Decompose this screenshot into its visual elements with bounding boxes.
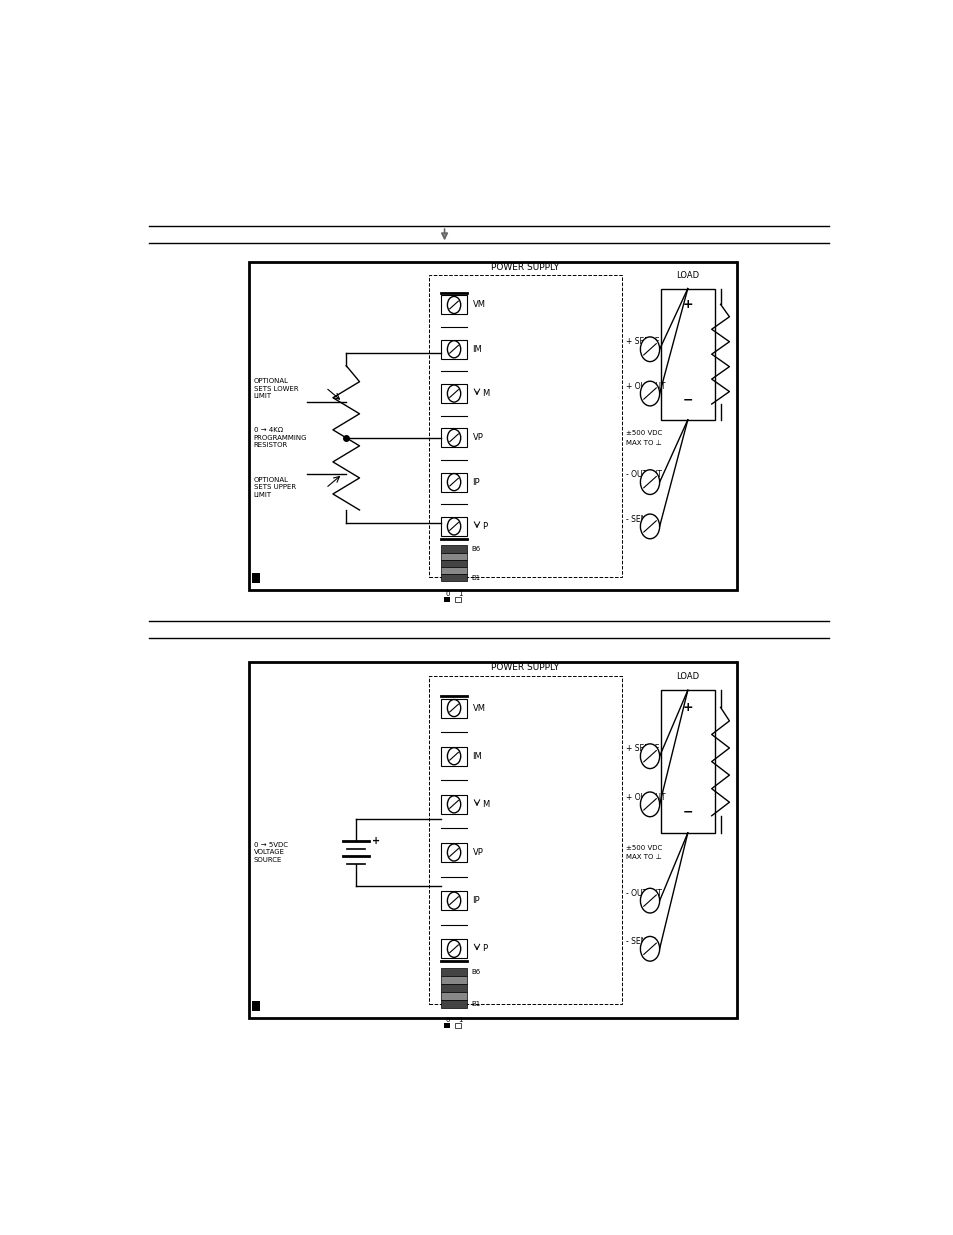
Bar (440, 384, 467, 403)
Circle shape (639, 888, 659, 913)
Circle shape (447, 747, 460, 764)
Text: - SENSE: - SENSE (625, 515, 655, 524)
Circle shape (639, 743, 659, 768)
Text: 1: 1 (458, 1016, 462, 1023)
Bar (440, 567, 467, 574)
Text: + SENSE: + SENSE (625, 745, 659, 753)
Circle shape (447, 517, 460, 535)
Bar (429, 676, 621, 1004)
Bar (440, 844, 467, 862)
Text: MAX TO ⊥: MAX TO ⊥ (625, 440, 660, 446)
Text: +: + (372, 836, 380, 846)
Text: 1: 1 (458, 590, 462, 597)
Text: −: − (681, 805, 692, 819)
Bar (252, 1002, 259, 1010)
Bar (440, 968, 467, 976)
Bar (249, 662, 736, 1019)
Text: M: M (481, 389, 489, 398)
Text: POWER SUPPLY: POWER SUPPLY (491, 263, 559, 272)
Text: P: P (481, 945, 487, 953)
Text: 0: 0 (445, 590, 449, 597)
Bar (429, 275, 621, 577)
Text: +: + (681, 701, 693, 714)
Text: - OUTPUT: - OUTPUT (625, 889, 660, 898)
Bar (455, 597, 461, 603)
Text: VP: VP (472, 848, 483, 857)
Bar (440, 559, 467, 567)
Circle shape (447, 699, 460, 716)
Circle shape (447, 892, 460, 909)
Bar (440, 999, 467, 1008)
Bar (443, 597, 450, 603)
Text: - SENSE: - SENSE (625, 937, 655, 946)
Text: LOAD: LOAD (676, 272, 699, 280)
Circle shape (447, 341, 460, 358)
Bar (440, 552, 467, 559)
Bar (455, 1023, 461, 1029)
Text: VP: VP (472, 433, 483, 442)
Text: ±500 VDC: ±500 VDC (625, 845, 661, 851)
Text: + OUTPUT: + OUTPUT (625, 382, 664, 390)
Text: B6: B6 (471, 546, 479, 552)
Text: 0 → 4KΩ
PROGRAMMING
RESISTOR: 0 → 4KΩ PROGRAMMING RESISTOR (253, 427, 307, 448)
Text: + OUTPUT: + OUTPUT (625, 793, 664, 802)
Bar (440, 976, 467, 984)
Circle shape (639, 792, 659, 816)
Bar (440, 574, 467, 582)
Bar (249, 262, 736, 590)
Circle shape (447, 940, 460, 957)
Bar (660, 690, 714, 832)
Text: B1: B1 (471, 1000, 479, 1007)
Circle shape (447, 473, 460, 490)
Text: 0 → 5VDC
VOLTAGE
SOURCE: 0 → 5VDC VOLTAGE SOURCE (253, 842, 287, 863)
Circle shape (639, 514, 659, 538)
Bar (440, 295, 467, 315)
Bar (440, 340, 467, 358)
Text: B6: B6 (471, 969, 479, 976)
Text: M: M (481, 800, 489, 809)
Bar (440, 546, 467, 552)
Bar (440, 892, 467, 910)
Text: LOAD: LOAD (676, 672, 699, 682)
Text: IP: IP (472, 897, 479, 905)
Text: −: − (681, 394, 692, 406)
Text: OPTIONAL
SETS LOWER
LIMIT: OPTIONAL SETS LOWER LIMIT (253, 378, 298, 399)
Text: P: P (481, 522, 487, 531)
Text: + SENSE: + SENSE (625, 337, 659, 346)
Text: IP: IP (472, 478, 479, 487)
Circle shape (447, 844, 460, 861)
Bar (440, 984, 467, 992)
Text: VM: VM (472, 300, 485, 310)
Text: MAX TO ⊥: MAX TO ⊥ (625, 855, 660, 861)
Circle shape (639, 469, 659, 494)
Bar (440, 517, 467, 536)
Text: ±500 VDC: ±500 VDC (625, 430, 661, 436)
Text: IM: IM (472, 345, 482, 353)
Bar (443, 1023, 450, 1029)
Bar (440, 473, 467, 492)
Bar (440, 940, 467, 958)
Bar (440, 992, 467, 999)
Text: OPTIONAL
SETS UPPER
LIMIT: OPTIONAL SETS UPPER LIMIT (253, 477, 295, 498)
Circle shape (639, 337, 659, 362)
Bar (252, 573, 259, 583)
Text: VM: VM (472, 704, 485, 713)
Text: POWER SUPPLY: POWER SUPPLY (491, 663, 559, 672)
Text: +: + (681, 299, 693, 311)
Circle shape (639, 382, 659, 406)
Circle shape (639, 936, 659, 961)
Text: - OUTPUT: - OUTPUT (625, 471, 660, 479)
Text: 0: 0 (445, 1016, 449, 1023)
Circle shape (447, 795, 460, 813)
Circle shape (447, 385, 460, 403)
Bar (440, 747, 467, 766)
Text: B1: B1 (471, 574, 479, 580)
Bar (440, 429, 467, 447)
Circle shape (447, 430, 460, 446)
Circle shape (447, 296, 460, 314)
Bar (660, 289, 714, 420)
Bar (440, 795, 467, 814)
Text: IM: IM (472, 752, 482, 761)
Bar (440, 699, 467, 718)
